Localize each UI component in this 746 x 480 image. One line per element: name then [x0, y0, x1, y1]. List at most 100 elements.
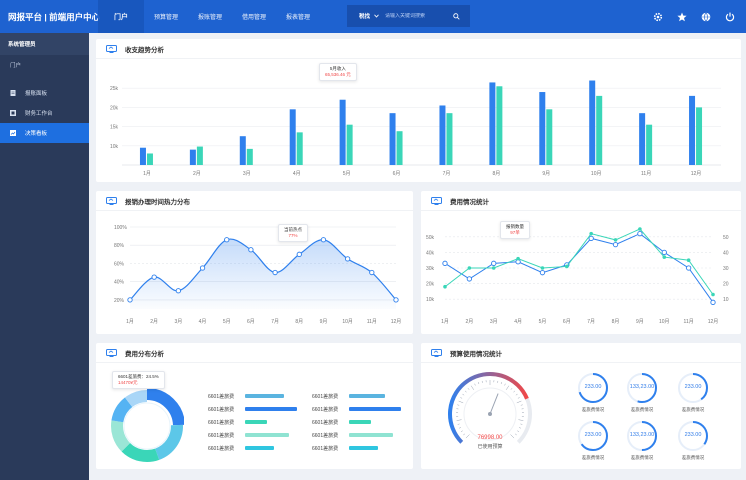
- x-tick-label: 5月: [223, 319, 231, 325]
- bar-income: [239, 136, 246, 165]
- y-tick-label-right: 40: [723, 250, 729, 256]
- monitor-icon: [106, 348, 117, 357]
- x-tick-label: 1月: [441, 319, 449, 325]
- nav-item-budget[interactable]: 预算管理: [154, 15, 179, 21]
- x-tick-label: 9月: [636, 319, 644, 325]
- globe-icon[interactable]: [700, 11, 712, 23]
- fee-point: [491, 260, 497, 266]
- fee-point: [710, 299, 716, 305]
- gauge-tick: [464, 390, 467, 393]
- legend-bar: [349, 420, 371, 424]
- fee-distribution-panel: 费用分布分析 6601差旅费：24.5% 14470¥元 6601差旅费 6601…: [96, 343, 413, 469]
- y-tick-label: 50k: [426, 235, 435, 241]
- ring-value: 233.00: [584, 432, 602, 438]
- legend-label: 6601差旅费: [208, 433, 235, 439]
- x-tick-label: 12月: [691, 171, 702, 177]
- heat-point: [175, 288, 182, 294]
- gauge-tick: [458, 400, 464, 404]
- x-tick-label: 5月: [539, 319, 547, 325]
- x-tick-label: 3月: [174, 319, 182, 325]
- gear-icon[interactable]: [652, 11, 664, 23]
- legend-bar: [349, 407, 401, 411]
- nav-item-portal[interactable]: 门户: [98, 0, 144, 33]
- legend-label: 6601差旅费: [208, 420, 235, 426]
- panel-title: 收支趋势分析: [125, 46, 164, 54]
- heat-point: [296, 251, 302, 257]
- y-tick-label-right: 30: [723, 266, 729, 272]
- gauge-tick: [504, 383, 506, 386]
- fee-point: [491, 266, 496, 270]
- fee-point: [442, 260, 448, 266]
- search-type-label: 税找: [359, 14, 371, 20]
- donut-slice: [121, 442, 160, 462]
- budget-ring: 233.00 差旅费情况: [577, 420, 609, 460]
- fee-point: [589, 231, 593, 236]
- gauge-tick: [513, 390, 516, 393]
- fee-point: [711, 292, 715, 297]
- bar-expense: [346, 124, 353, 165]
- tooltip-value: 97单: [510, 230, 520, 235]
- x-tick-label: 12月: [708, 319, 719, 325]
- search-input[interactable]: [385, 13, 448, 19]
- bar-income: [389, 113, 396, 165]
- bar-income: [289, 109, 296, 165]
- panel-title: 费用分布分析: [125, 350, 164, 358]
- bar-expense: [146, 153, 153, 165]
- gauge-tick: [515, 393, 518, 396]
- sidebar-item-dashboard[interactable]: 决策看板: [0, 123, 89, 143]
- ring-label: 差旅费情况: [681, 455, 705, 460]
- donut-slice: [111, 420, 131, 452]
- budget-ring: 233.00 差旅费情况: [677, 372, 709, 412]
- legend-label: 6601差旅费: [312, 407, 339, 413]
- bar-income: [339, 99, 346, 165]
- legend-label: 6601差旅费: [208, 407, 235, 413]
- gauge-tick: [518, 427, 521, 429]
- sidebar-item-reimburse-panel[interactable]: 报账面板: [0, 83, 89, 103]
- sidebar-item-finance[interactable]: 财务工作台: [0, 103, 89, 123]
- search-icon[interactable]: [453, 12, 460, 20]
- ring-label: 差旅费情况: [681, 407, 705, 412]
- heat-point: [248, 247, 254, 253]
- y-tick-label: 15k: [110, 125, 119, 131]
- legend-label: 6601差旅费: [312, 446, 339, 452]
- monitor-icon: [431, 348, 442, 357]
- power-icon[interactable]: [724, 11, 736, 23]
- bar-expense: [646, 124, 653, 165]
- x-tick-label: 10月: [659, 319, 670, 325]
- star-icon[interactable]: [676, 11, 688, 23]
- fee-statistics-panel: 费用情况统计 10k 10 20k 20 30k 30 40k 40 50k 50 1月 2月 3月 4月…: [421, 191, 741, 334]
- legend-bar: [245, 407, 297, 411]
- ring-label: 差旅费情况: [581, 455, 605, 460]
- x-tick-label: 3月: [490, 319, 498, 325]
- sidebar-user: 系统管理员: [0, 33, 89, 55]
- gauge-tick: [462, 393, 465, 396]
- bar-income: [139, 147, 146, 165]
- legend-label: 6601差旅费: [208, 446, 235, 452]
- y-tick-label-right: 10: [723, 297, 729, 303]
- sidebar-section: 门户: [10, 63, 22, 69]
- gauge-fill: [448, 372, 529, 444]
- fee-point: [588, 235, 594, 242]
- ring-chart: [678, 373, 708, 403]
- y-tick-label: 60%: [114, 261, 125, 267]
- legend-bar: [245, 446, 274, 450]
- search-type-select[interactable]: 税找: [347, 12, 385, 20]
- gauge-tick: [477, 382, 480, 385]
- fee-line-1: [444, 233, 714, 303]
- gauge-tick: [517, 430, 520, 432]
- bar-income: [689, 95, 696, 165]
- legend-label: 6601差旅费: [312, 420, 339, 426]
- x-tick-label: 3月: [243, 171, 251, 177]
- nav-item-report[interactable]: 报表管理: [286, 15, 311, 21]
- x-tick-label: 10月: [591, 171, 602, 177]
- fee-point: [565, 264, 569, 269]
- nav-item-reimburse[interactable]: 报账管理: [198, 15, 223, 21]
- y-tick-label-right: 20: [723, 282, 729, 288]
- x-tick-label: 6月: [247, 319, 255, 325]
- legend-label: 6601差旅费: [208, 394, 235, 400]
- ring-fill: [627, 421, 657, 451]
- ring-chart: [627, 421, 657, 451]
- y-tick-label: 40%: [114, 280, 125, 286]
- heat-tooltip: 当前热点 77%: [278, 224, 308, 242]
- nav-item-borrow[interactable]: 借用管理: [242, 15, 267, 21]
